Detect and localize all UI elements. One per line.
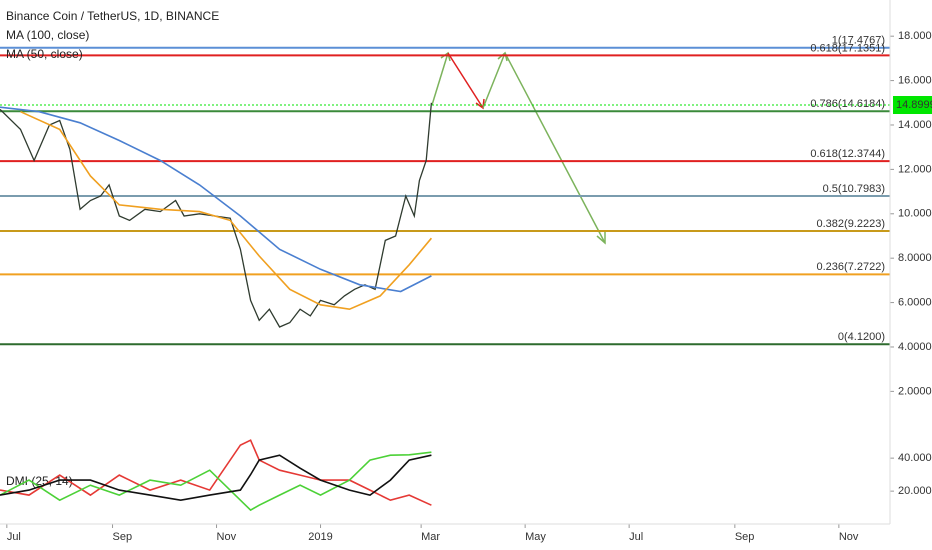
fib-label: 0.786(14.6184) <box>810 98 885 110</box>
arrowhead <box>596 232 606 245</box>
legend-entry: MA (100, close) <box>6 28 89 42</box>
x-tick-label: May <box>525 531 546 543</box>
projection-arrows <box>431 51 606 245</box>
y-tick-label: 18.0000 <box>898 30 932 42</box>
y-tick-label: 10.0000 <box>898 208 932 220</box>
y-tick-label: 4.0000 <box>898 341 932 353</box>
y-tick-label: 40.0000 <box>898 452 932 464</box>
arrow <box>482 52 506 109</box>
y-tick-label: 12.0000 <box>898 163 932 175</box>
y-tick-label: 14.0000 <box>898 119 932 131</box>
arrow <box>431 52 449 106</box>
x-tick-label: Sep <box>113 531 133 543</box>
series-line <box>0 451 432 512</box>
last-price-label: 14.8999 <box>896 99 932 111</box>
fib-label: 1(17.4767) <box>832 35 885 47</box>
y-tick-label: 2.0000 <box>898 385 932 397</box>
x-tick-label: Jul <box>629 531 643 543</box>
fib-label: 0(4.1200) <box>838 331 885 343</box>
x-tick-label: Sep <box>735 531 755 543</box>
arrow <box>504 52 606 244</box>
chart-title: Binance Coin / TetherUS, 1D, BINANCE <box>6 9 219 23</box>
series-line <box>0 454 432 502</box>
series-line <box>0 106 432 293</box>
fib-label: 0.618(17.1351) <box>810 42 885 54</box>
x-tick-label: Mar <box>421 531 440 543</box>
fib-label: 0.5(10.7983) <box>823 183 885 195</box>
y-tick-label: 20.0000 <box>898 485 932 497</box>
fib-label: 0.382(9.2223) <box>817 218 886 230</box>
last-price-tag <box>893 96 932 115</box>
x-tick-label: 2019 <box>308 531 332 543</box>
x-tick-label: Jul <box>7 531 21 543</box>
y-tick-label: 6.0000 <box>898 296 932 308</box>
y-tick-label: 16.0000 <box>898 74 932 86</box>
arrow <box>447 52 484 109</box>
y-tick-label: 8.0000 <box>898 252 932 264</box>
fib-label: 0.618(12.3744) <box>810 148 885 160</box>
series-line <box>20 110 433 311</box>
x-tick-label: Nov <box>839 531 859 543</box>
series-line <box>0 439 432 506</box>
x-tick-label: Nov <box>217 531 237 543</box>
fib-label: 0.236(7.2722) <box>817 261 886 273</box>
legend-entry: MA (50, close) <box>6 47 83 61</box>
series-line <box>0 102 433 328</box>
